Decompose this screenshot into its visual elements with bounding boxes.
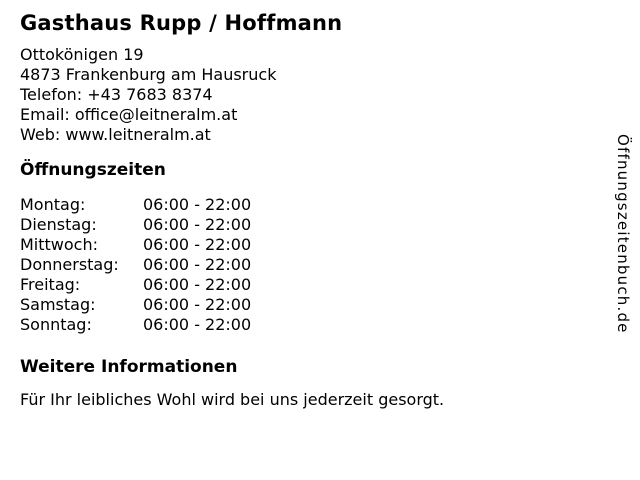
- email-label: Email:: [20, 105, 70, 124]
- phone-label: Telefon:: [20, 85, 83, 104]
- email-line: Email: office@leitneralm.at: [20, 105, 595, 125]
- hours-day-label: Samstag:: [20, 295, 96, 314]
- hours-time-value: 06:00 - 22:00: [143, 315, 252, 334]
- hours-time-value: 06:00 - 22:00: [143, 235, 252, 254]
- web-value: www.leitneralm.at: [65, 125, 211, 144]
- contact-block: Ottokönigen 19 4873 Frankenburg am Hausr…: [20, 45, 595, 145]
- phone-value: +43 7683 8374: [87, 85, 213, 104]
- address-street: Ottokönigen 19: [20, 45, 144, 64]
- hours-day-label: Dienstag:: [20, 215, 97, 234]
- web-line: Web: www.leitneralm.at: [20, 125, 595, 145]
- more-info-heading: Weitere Informationen: [20, 357, 238, 377]
- hours-time-value: 06:00 - 22:00: [143, 255, 252, 274]
- address-city: 4873 Frankenburg am Hausruck: [20, 65, 277, 84]
- hours-row-sunday: Sonntag: 06:00 - 22:00: [20, 315, 595, 335]
- hours-time-value: 06:00 - 22:00: [143, 295, 252, 314]
- opening-hours-heading: Öffnungszeiten: [20, 160, 166, 180]
- phone-line: Telefon: +43 7683 8374: [20, 85, 595, 105]
- hours-row-tuesday: Dienstag: 06:00 - 22:00: [20, 215, 595, 235]
- hours-row-friday: Freitag: 06:00 - 22:00: [20, 275, 595, 295]
- hours-day-label: Donnerstag:: [20, 255, 119, 274]
- opening-hours-table: Montag: 06:00 - 22:00 Dienstag: 06:00 - …: [20, 195, 595, 335]
- web-label: Web:: [20, 125, 61, 144]
- hours-row-thursday: Donnerstag: 06:00 - 22:00: [20, 255, 595, 275]
- hours-row-monday: Montag: 06:00 - 22:00: [20, 195, 595, 215]
- watermark-site-name: Öffnungszeitenbuch.de: [614, 134, 632, 334]
- hours-time-value: 06:00 - 22:00: [143, 195, 252, 214]
- hours-day-label: Montag:: [20, 195, 86, 214]
- hours-day-label: Freitag:: [20, 275, 81, 294]
- hours-row-saturday: Samstag: 06:00 - 22:00: [20, 295, 595, 315]
- hours-day-label: Mittwoch:: [20, 235, 98, 254]
- hours-time-value: 06:00 - 22:00: [143, 275, 252, 294]
- hours-time-value: 06:00 - 22:00: [143, 215, 252, 234]
- email-value: office@leitneralm.at: [74, 105, 238, 124]
- hours-row-wednesday: Mittwoch: 06:00 - 22:00: [20, 235, 595, 255]
- hours-day-label: Sonntag:: [20, 315, 92, 334]
- page-title: Gasthaus Rupp / Hoffmann: [20, 11, 343, 35]
- page-content: Gasthaus Rupp / Hoffmann Ottokönigen 19 …: [20, 10, 595, 410]
- more-info-text: Für Ihr leibliches Wohl wird bei uns jed…: [20, 390, 445, 409]
